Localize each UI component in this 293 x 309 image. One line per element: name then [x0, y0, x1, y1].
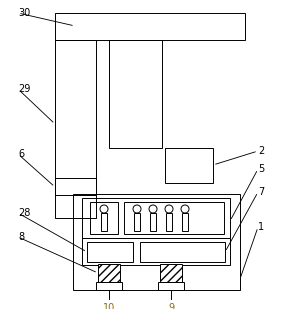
Text: 28: 28: [18, 208, 30, 218]
Bar: [140, 242, 225, 262]
Text: 10: 10: [103, 303, 115, 309]
Bar: [166, 213, 172, 231]
Bar: [158, 282, 184, 290]
Bar: [82, 198, 230, 238]
Bar: [109, 40, 162, 148]
Bar: [182, 213, 188, 231]
Text: 1: 1: [258, 222, 264, 232]
Text: 8: 8: [18, 232, 24, 242]
Bar: [73, 194, 240, 290]
Bar: [98, 264, 120, 282]
Bar: [124, 202, 224, 234]
Text: 30: 30: [18, 8, 30, 18]
Bar: [150, 213, 156, 231]
Text: 5: 5: [258, 164, 264, 174]
Bar: [82, 238, 230, 265]
Text: 7: 7: [258, 187, 264, 197]
Text: 9: 9: [168, 303, 174, 309]
Bar: [90, 202, 118, 234]
Bar: [87, 242, 133, 262]
Bar: [55, 13, 245, 40]
Bar: [101, 213, 107, 231]
Bar: [96, 282, 122, 290]
Text: 6: 6: [18, 149, 24, 159]
Text: 2: 2: [258, 146, 264, 156]
Bar: [165, 148, 213, 183]
Bar: [134, 213, 140, 231]
Text: 29: 29: [18, 84, 30, 94]
Bar: [55, 40, 96, 218]
Bar: [160, 264, 182, 282]
Bar: [55, 178, 96, 195]
